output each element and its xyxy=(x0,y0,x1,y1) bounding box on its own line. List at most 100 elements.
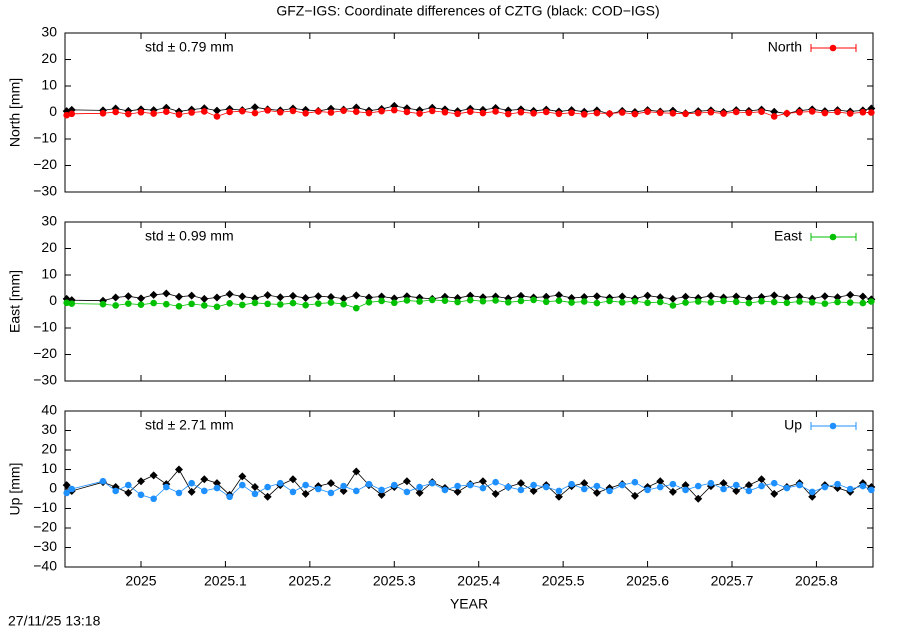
point xyxy=(125,481,132,489)
point xyxy=(201,108,208,115)
point xyxy=(682,486,689,494)
point xyxy=(706,291,715,300)
point xyxy=(63,111,70,119)
point xyxy=(239,107,246,115)
point xyxy=(352,108,360,116)
point xyxy=(212,293,221,302)
point xyxy=(644,299,651,307)
point xyxy=(834,108,841,116)
point xyxy=(112,108,119,116)
point xyxy=(668,487,677,496)
legend-marker xyxy=(829,233,837,241)
point xyxy=(516,291,525,300)
point xyxy=(669,480,677,488)
point xyxy=(213,484,221,492)
point xyxy=(99,109,107,117)
x-tick-label: 2025.1 xyxy=(204,573,247,589)
point xyxy=(618,292,627,301)
y-tick-label: 0 xyxy=(49,292,57,308)
point xyxy=(492,478,499,486)
point xyxy=(68,485,76,493)
point xyxy=(479,484,487,492)
point xyxy=(808,492,817,501)
point xyxy=(137,108,145,116)
point xyxy=(378,486,385,494)
point xyxy=(466,296,474,304)
point xyxy=(707,298,715,306)
point xyxy=(150,110,157,117)
y-tick-label: −20 xyxy=(33,156,57,172)
point xyxy=(340,482,347,490)
point xyxy=(744,481,753,490)
point xyxy=(175,302,183,310)
point xyxy=(606,297,613,305)
point xyxy=(720,297,727,305)
x-tick-label: 2025.4 xyxy=(457,573,500,589)
point xyxy=(554,492,563,501)
point xyxy=(327,299,335,306)
point xyxy=(694,482,702,490)
point xyxy=(580,111,588,118)
series-line xyxy=(66,299,872,309)
x-tick-label: 2025.6 xyxy=(626,573,669,589)
plot-frame xyxy=(64,410,874,568)
point xyxy=(415,488,424,497)
point xyxy=(314,108,322,115)
point xyxy=(416,483,423,491)
point xyxy=(555,297,563,305)
point xyxy=(770,479,778,487)
point xyxy=(542,108,550,116)
point xyxy=(124,488,133,497)
point xyxy=(682,110,689,118)
point xyxy=(416,298,423,305)
point xyxy=(441,297,449,305)
point xyxy=(200,294,209,303)
point xyxy=(276,108,284,116)
point xyxy=(352,304,360,312)
point xyxy=(681,481,690,490)
point xyxy=(340,107,347,114)
y-tick-label: −40 xyxy=(33,558,57,574)
series-line xyxy=(66,480,872,500)
point xyxy=(720,485,727,493)
point xyxy=(694,109,702,117)
point xyxy=(758,482,765,490)
point xyxy=(745,487,753,495)
point xyxy=(555,487,563,495)
point xyxy=(136,477,145,486)
point xyxy=(188,300,195,308)
point xyxy=(174,465,183,474)
point xyxy=(340,300,347,308)
point xyxy=(593,109,601,117)
point xyxy=(327,109,335,116)
point xyxy=(326,292,335,301)
point xyxy=(125,110,132,118)
annotation: std ± 0.79 mm xyxy=(145,39,234,55)
point xyxy=(668,294,677,303)
y-tick-label: −30 xyxy=(33,372,57,388)
legend-label: East xyxy=(774,228,802,244)
point xyxy=(834,480,841,488)
point xyxy=(150,299,157,307)
point xyxy=(68,110,76,118)
point xyxy=(846,299,854,306)
point xyxy=(719,479,728,488)
point xyxy=(618,109,626,116)
point xyxy=(796,108,803,116)
y-tick-label: −20 xyxy=(33,345,57,361)
point xyxy=(707,108,715,116)
point xyxy=(656,483,664,491)
point xyxy=(264,483,271,491)
y-tick-label: 40 xyxy=(41,402,57,418)
point xyxy=(251,299,259,307)
point xyxy=(580,485,588,493)
point xyxy=(568,299,575,306)
point xyxy=(377,490,386,499)
point xyxy=(530,109,537,117)
point xyxy=(669,109,677,117)
point xyxy=(745,109,753,117)
point xyxy=(542,292,551,301)
point xyxy=(63,489,70,497)
point xyxy=(125,300,132,307)
point xyxy=(339,486,348,495)
